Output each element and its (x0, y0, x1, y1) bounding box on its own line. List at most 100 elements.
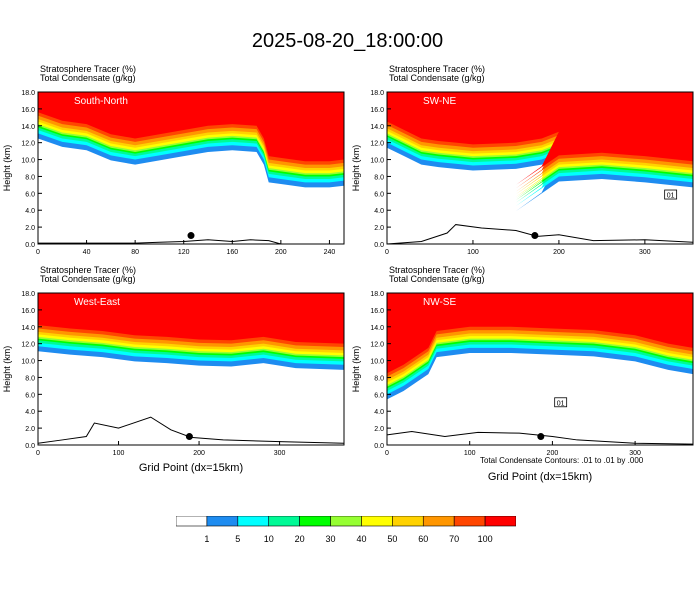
panel-name: NW-SE (423, 297, 456, 308)
y-tick-label: 16.0 (21, 107, 35, 114)
x-tick-label: 200 (547, 450, 559, 457)
y-tick-label: 18.0 (21, 90, 35, 97)
x-tick-label: 40 (83, 249, 91, 256)
tracer-band (387, 92, 693, 185)
y-tick-label: 10.0 (21, 158, 35, 165)
y-tick-label: 12.0 (370, 342, 384, 349)
panel-header-tracer: Stratosphere Tracer (%) (40, 265, 136, 275)
x-tick-label: 0 (385, 249, 389, 256)
figure-title: 2025-08-20_18:00:00 (251, 30, 444, 52)
x-tick-label: 100 (467, 249, 479, 256)
panel-header-condensate: Total Condensate (g/kg) (389, 274, 485, 284)
y-tick-label: 8.0 (25, 375, 35, 382)
location-marker (531, 232, 539, 240)
y-tick-label: 0.0 (374, 242, 384, 249)
y-tick-label: 10.0 (370, 158, 384, 165)
legend-swatch (361, 516, 393, 527)
y-tick-label: 16.0 (370, 107, 384, 114)
y-axis-label: Height (km) (351, 145, 361, 192)
panel-header-tracer: Stratosphere Tracer (%) (389, 64, 485, 74)
y-tick-label: 10.0 (370, 359, 384, 366)
panel-header-condensate: Total Condensate (g/kg) (40, 274, 136, 284)
y-tick-label: 12.0 (21, 342, 35, 349)
legend-label: 20 (295, 534, 305, 544)
y-tick-label: 4.0 (25, 409, 35, 416)
x-tick-label: 80 (131, 249, 139, 256)
y-tick-label: 14.0 (21, 325, 35, 332)
location-marker (187, 232, 195, 240)
tracer-band (38, 293, 344, 344)
y-tick-label: 16.0 (21, 308, 35, 315)
plot-area (38, 92, 344, 244)
y-tick-label: 14.0 (370, 325, 384, 332)
tracer-band (38, 92, 344, 162)
x-tick-label: 300 (639, 249, 651, 256)
plot-frame (37, 91, 345, 245)
x-tick-label: 100 (464, 450, 476, 457)
y-tick-label: 12.0 (21, 141, 35, 148)
x-tick-label: 160 (226, 249, 238, 256)
panel-name: South-North (74, 96, 128, 107)
panel-header-tracer: Stratosphere Tracer (%) (40, 64, 136, 74)
y-tick-label: 2.0 (374, 426, 384, 433)
legend-svg: 1 5 10 20 30 40 50 60 70 100 (176, 516, 516, 544)
y-tick-label: 4.0 (374, 409, 384, 416)
x-tick-label: 0 (385, 450, 389, 457)
y-tick-label: 4.0 (25, 208, 35, 215)
terrain-line (38, 416, 344, 444)
location-marker (537, 433, 545, 441)
contour-label-box (554, 397, 568, 408)
y-axis-label: Height (km) (351, 346, 361, 393)
x-tick-label: 0 (36, 450, 40, 457)
y-tick-label: 6.0 (374, 392, 384, 399)
plot-area (38, 293, 344, 445)
y-tick-label: 8.0 (374, 174, 384, 181)
y-tick-label: 0.0 (374, 443, 384, 450)
y-tick-label: 18.0 (370, 291, 384, 298)
y-tick-label: 0.0 (25, 242, 35, 249)
legend-swatch (422, 516, 455, 527)
legend-swatch (453, 516, 486, 527)
legend-label: 100 (478, 534, 493, 544)
y-tick-label: 4.0 (374, 208, 384, 215)
x-tick-label: 100 (113, 450, 125, 457)
y-axis-label: Height (km) (2, 346, 12, 393)
x-axis-label-left: Grid Point (dx=15km) (138, 462, 244, 474)
legend-label: 10 (264, 534, 274, 544)
terrain-line (387, 224, 693, 244)
y-tick-label: 6.0 (374, 191, 384, 198)
x-tick-label: 300 (274, 450, 286, 457)
plot-frame (37, 292, 345, 446)
plot-frame (386, 292, 694, 446)
contour-label: 01 (667, 193, 675, 200)
x-tick-label: 200 (193, 450, 205, 457)
y-tick-label: 18.0 (370, 90, 384, 97)
legend-label: 5 (235, 534, 240, 544)
x-tick-label: 200 (275, 249, 287, 256)
x-tick-label: 120 (178, 249, 190, 256)
legend-label: 30 (326, 534, 336, 544)
panel-header-condensate: Total Condensate (g/kg) (389, 73, 485, 83)
legend-swatch (206, 516, 239, 527)
plot-area (387, 293, 693, 445)
legend-swatch (392, 516, 424, 527)
y-tick-label: 2.0 (25, 225, 35, 232)
footnote: Total Condensate Contours: .01 to .01 by… (480, 456, 644, 465)
y-tick-label: 2.0 (374, 225, 384, 232)
legend-label: 40 (356, 534, 366, 544)
x-tick-label: 0 (36, 249, 40, 256)
y-tick-label: 14.0 (21, 124, 35, 131)
y-tick-label: 8.0 (374, 375, 384, 382)
panel-name: SW-NE (423, 96, 456, 107)
panel-header-tracer: Stratosphere Tracer (%) (389, 265, 485, 275)
terrain-line (38, 239, 344, 244)
legend-bar: 1 5 10 20 30 40 50 60 70 100 (176, 516, 516, 556)
legend-swatch (237, 516, 270, 527)
y-tick-label: 12.0 (370, 141, 384, 148)
y-tick-label: 2.0 (25, 426, 35, 433)
legend-label: 70 (449, 534, 459, 544)
